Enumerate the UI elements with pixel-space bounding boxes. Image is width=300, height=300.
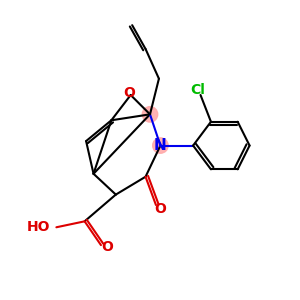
Text: HO: HO: [27, 220, 50, 234]
Text: O: O: [123, 86, 135, 100]
Text: O: O: [154, 202, 166, 216]
Text: O: O: [101, 240, 113, 254]
Circle shape: [153, 138, 168, 153]
Text: N: N: [154, 138, 167, 153]
Circle shape: [142, 106, 158, 122]
Text: Cl: Cl: [190, 83, 205, 97]
